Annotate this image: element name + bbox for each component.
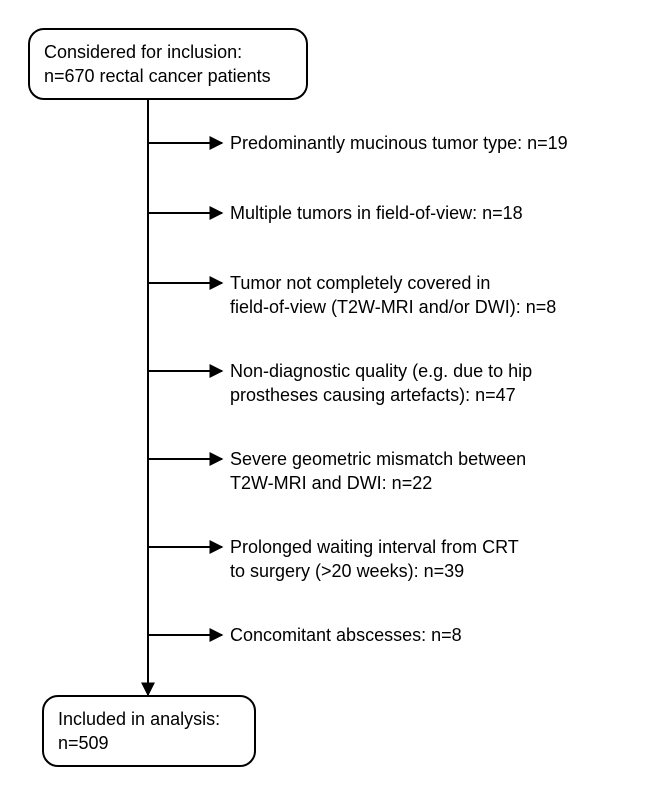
exclusion-line: Multiple tumors in field-of-view: n=18 <box>230 201 523 225</box>
exclusion-line: field-of-view (T2W-MRI and/or DWI): n=8 <box>230 295 556 319</box>
exclusion-item: Prolonged waiting interval from CRTto su… <box>230 535 519 584</box>
exclusion-line: Concomitant abscesses: n=8 <box>230 623 462 647</box>
exclusion-line: Tumor not completely covered in <box>230 271 556 295</box>
start-box-line1: Considered for inclusion: <box>44 40 292 64</box>
exclusion-line: Severe geometric mismatch between <box>230 447 526 471</box>
exclusion-line: Predominantly mucinous tumor type: n=19 <box>230 131 568 155</box>
start-box-line2: n=670 rectal cancer patients <box>44 64 292 88</box>
exclusion-line: Non-diagnostic quality (e.g. due to hip <box>230 359 532 383</box>
exclusion-line: to surgery (>20 weeks): n=39 <box>230 559 519 583</box>
exclusion-item: Concomitant abscesses: n=8 <box>230 623 462 647</box>
flowchart-canvas: Considered for inclusion: n=670 rectal c… <box>0 0 646 803</box>
exclusion-item: Non-diagnostic quality (e.g. due to hipp… <box>230 359 532 408</box>
end-box-line2: n=509 <box>58 731 240 755</box>
exclusion-line: T2W-MRI and DWI: n=22 <box>230 471 526 495</box>
exclusion-item: Multiple tumors in field-of-view: n=18 <box>230 201 523 225</box>
exclusion-line: prostheses causing artefacts): n=47 <box>230 383 532 407</box>
exclusion-item: Tumor not completely covered infield-of-… <box>230 271 556 320</box>
exclusion-item: Severe geometric mismatch betweenT2W-MRI… <box>230 447 526 496</box>
end-box: Included in analysis: n=509 <box>42 695 256 767</box>
exclusion-line: Prolonged waiting interval from CRT <box>230 535 519 559</box>
start-box: Considered for inclusion: n=670 rectal c… <box>28 28 308 100</box>
exclusion-item: Predominantly mucinous tumor type: n=19 <box>230 131 568 155</box>
end-box-line1: Included in analysis: <box>58 707 240 731</box>
